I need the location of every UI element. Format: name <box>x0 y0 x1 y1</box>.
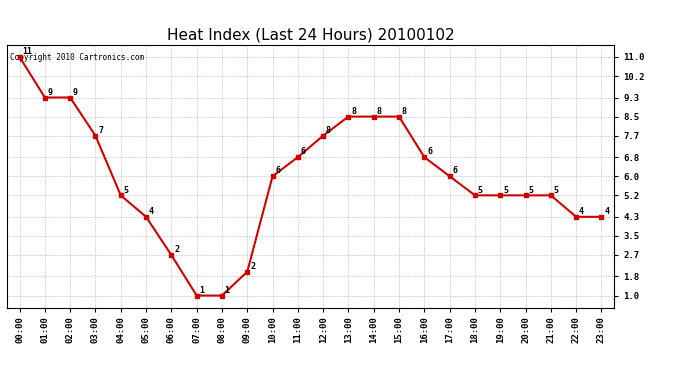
Text: 5: 5 <box>124 186 128 195</box>
Text: 5: 5 <box>503 186 508 195</box>
Text: 5: 5 <box>553 186 559 195</box>
Title: Heat Index (Last 24 Hours) 20100102: Heat Index (Last 24 Hours) 20100102 <box>167 27 454 42</box>
Text: 4: 4 <box>149 207 154 216</box>
Text: 7: 7 <box>98 126 104 135</box>
Text: 2: 2 <box>174 245 179 254</box>
Text: 8: 8 <box>326 126 331 135</box>
Text: 11: 11 <box>22 47 32 56</box>
Text: 6: 6 <box>275 166 280 176</box>
Text: Copyright 2010 Cartronics.com: Copyright 2010 Cartronics.com <box>10 53 144 62</box>
Text: 2: 2 <box>250 262 255 271</box>
Text: 9: 9 <box>73 88 78 97</box>
Text: 1: 1 <box>225 286 230 295</box>
Text: 6: 6 <box>301 147 306 156</box>
Text: 6: 6 <box>427 147 432 156</box>
Text: 8: 8 <box>377 107 382 116</box>
Text: 4: 4 <box>604 207 609 216</box>
Text: 1: 1 <box>199 286 204 295</box>
Text: 8: 8 <box>402 107 407 116</box>
Text: 9: 9 <box>48 88 52 97</box>
Text: 8: 8 <box>351 107 356 116</box>
Text: 5: 5 <box>477 186 483 195</box>
Text: 5: 5 <box>529 186 533 195</box>
Text: 4: 4 <box>579 207 584 216</box>
Text: 6: 6 <box>453 166 457 176</box>
